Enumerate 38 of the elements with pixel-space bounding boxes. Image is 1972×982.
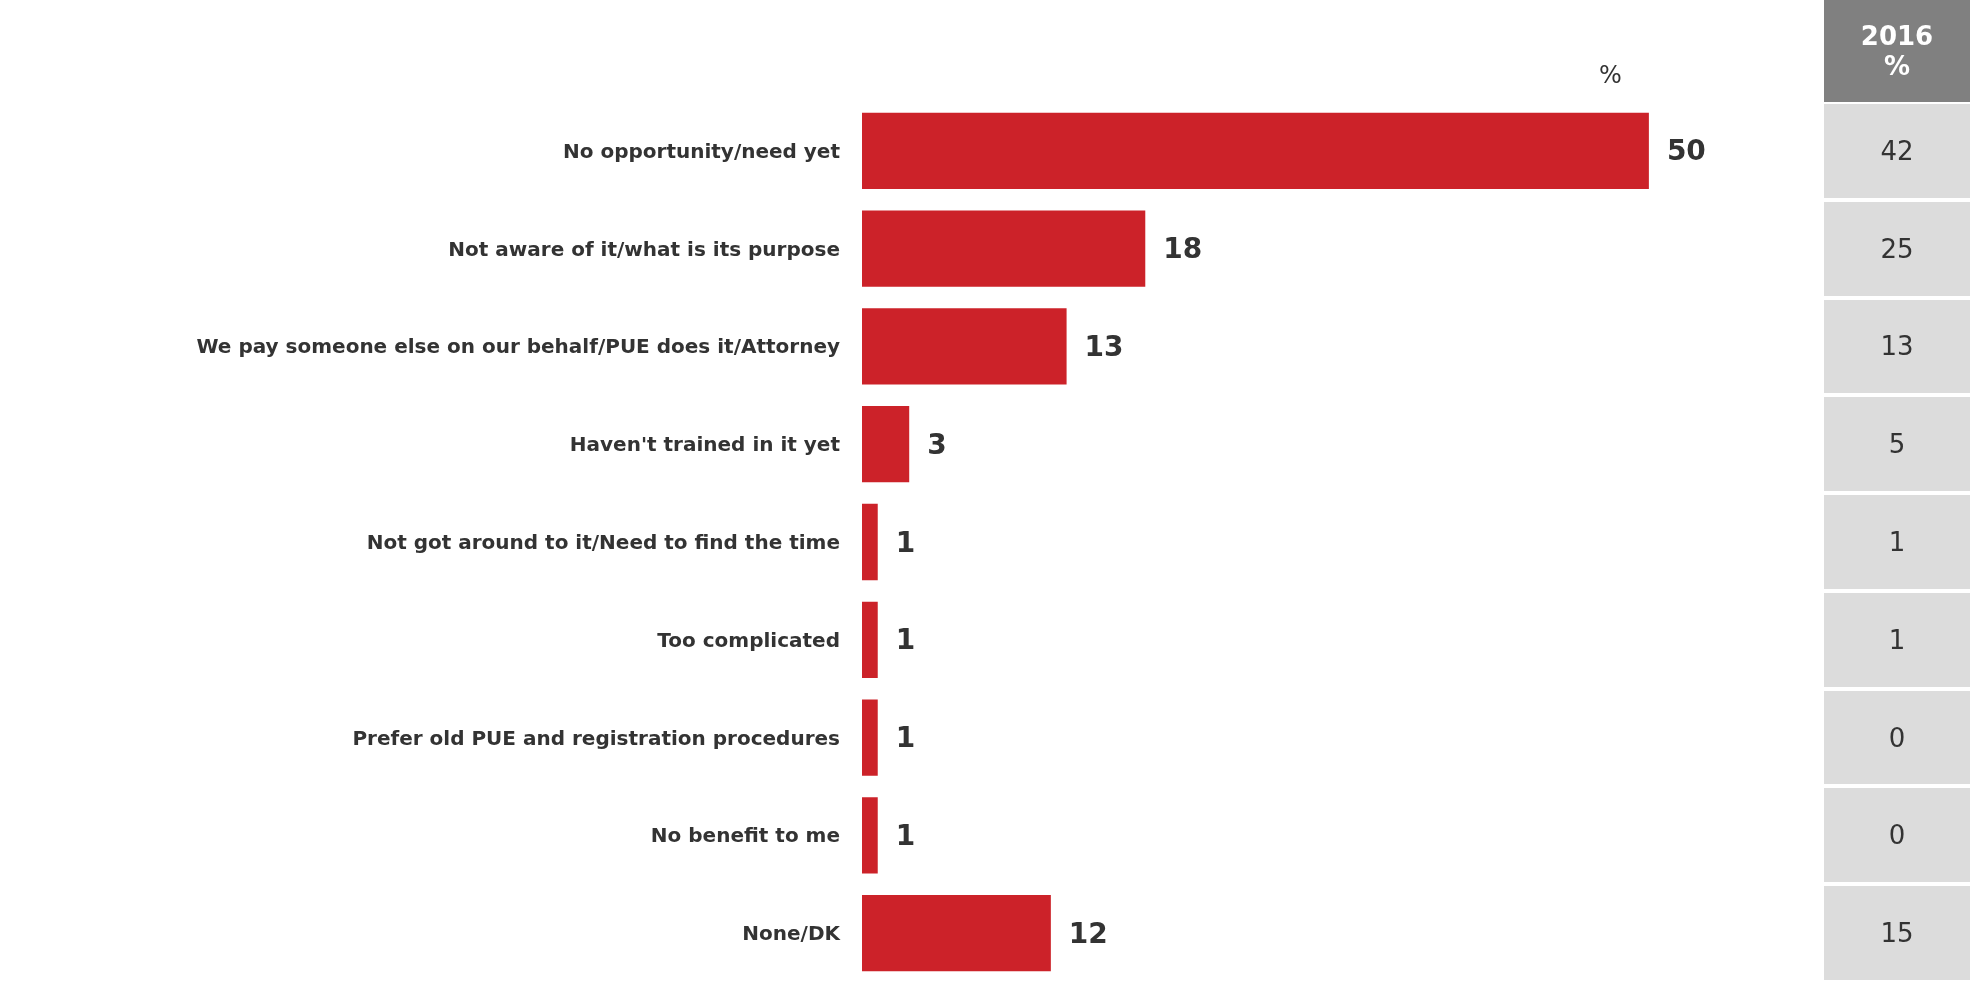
bar xyxy=(862,308,1067,385)
text: 0 xyxy=(1888,820,1906,851)
data-label: 1 xyxy=(895,818,916,852)
data-label: 1 xyxy=(895,721,916,755)
bar xyxy=(862,112,1649,190)
y-tick-label: Not aware of it/what is its purpose xyxy=(448,236,840,261)
text: 1 xyxy=(1888,624,1906,655)
text: 15 xyxy=(1880,918,1914,949)
data-label: 1 xyxy=(895,623,916,657)
y-tick-label: None/DK xyxy=(742,921,842,946)
y-tick-label: No opportunity/need yet xyxy=(562,138,841,163)
data-label: 1 xyxy=(895,525,916,559)
bar xyxy=(862,699,878,776)
data-label: 13 xyxy=(1084,329,1124,363)
bar xyxy=(862,601,878,678)
data-label: 18 xyxy=(1163,232,1203,266)
text: 13 xyxy=(1880,331,1914,362)
text: 5 xyxy=(1888,429,1906,460)
y-tick-label: Too complicated xyxy=(657,627,840,652)
text: 2016 % xyxy=(1824,0,1970,102)
data-label: 3 xyxy=(927,427,947,461)
text: 0 xyxy=(1888,722,1906,753)
bar xyxy=(862,406,910,483)
y-tick-label: Prefer old PUE and registration procedures xyxy=(352,725,840,750)
y-tick-label: Haven't trained in it yet xyxy=(569,432,841,457)
bar xyxy=(862,894,1051,972)
y-tick-label: We pay someone else on our behalf/PUE does it/Attorney xyxy=(196,334,840,359)
bar xyxy=(862,210,1146,287)
data-label: 50 xyxy=(1666,134,1706,168)
bar xyxy=(862,797,878,874)
text: 1 xyxy=(1888,526,1906,557)
text: 42 xyxy=(1880,135,1914,166)
data-label: 12 xyxy=(1068,916,1108,950)
y-tick-label: Not got around to it/Need to find the time xyxy=(366,530,840,554)
bar xyxy=(862,503,878,581)
text: 25 xyxy=(1880,233,1914,264)
y-tick-label: No benefit to me xyxy=(650,823,840,848)
x-axis-title: % xyxy=(1599,61,1622,89)
